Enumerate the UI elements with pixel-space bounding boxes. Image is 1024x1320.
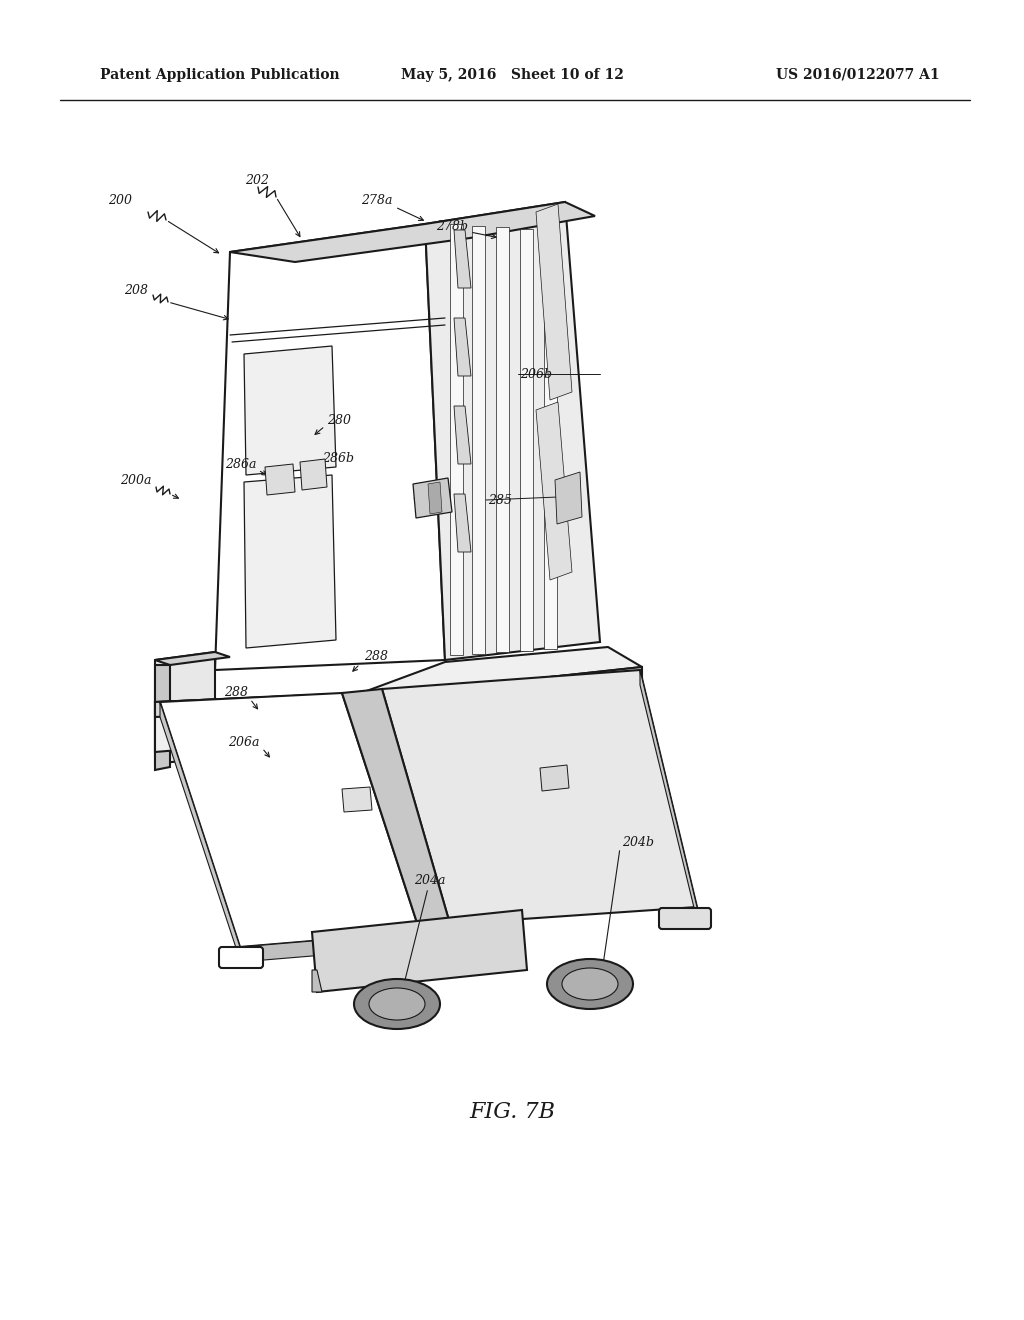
Ellipse shape [562, 968, 618, 1001]
Polygon shape [536, 205, 572, 400]
Text: 208: 208 [124, 284, 148, 297]
Text: 206b: 206b [520, 367, 552, 380]
Ellipse shape [547, 960, 633, 1008]
Polygon shape [382, 671, 697, 924]
Text: 286a: 286a [225, 458, 257, 470]
FancyBboxPatch shape [659, 908, 711, 929]
Text: Patent Application Publication: Patent Application Publication [100, 69, 340, 82]
Polygon shape [496, 227, 509, 652]
Polygon shape [520, 228, 534, 651]
Polygon shape [160, 702, 240, 960]
Polygon shape [155, 647, 642, 752]
Text: 206a: 206a [228, 735, 260, 748]
Polygon shape [155, 652, 215, 764]
Polygon shape [244, 475, 336, 648]
Polygon shape [312, 970, 322, 993]
Polygon shape [454, 407, 471, 465]
Polygon shape [342, 689, 450, 932]
Polygon shape [544, 230, 557, 649]
Text: 284: 284 [415, 483, 439, 496]
Polygon shape [428, 482, 442, 513]
Text: 285: 285 [488, 494, 512, 507]
Polygon shape [240, 932, 420, 962]
Text: 288: 288 [364, 651, 388, 664]
Text: 278b: 278b [436, 220, 468, 234]
Polygon shape [454, 230, 471, 288]
Text: 280: 280 [327, 413, 351, 426]
Polygon shape [342, 787, 372, 812]
Polygon shape [454, 494, 471, 552]
Text: 286b: 286b [322, 451, 354, 465]
Text: US 2016/0122077 A1: US 2016/0122077 A1 [776, 69, 940, 82]
Polygon shape [425, 202, 600, 660]
Polygon shape [155, 652, 230, 665]
Polygon shape [540, 766, 569, 791]
Polygon shape [230, 202, 595, 261]
Text: 202: 202 [245, 173, 269, 186]
Polygon shape [555, 473, 582, 524]
Polygon shape [155, 665, 170, 770]
Polygon shape [312, 909, 527, 993]
Text: 204b: 204b [622, 836, 654, 849]
Polygon shape [640, 671, 697, 920]
Polygon shape [472, 226, 485, 653]
Polygon shape [155, 667, 642, 717]
FancyBboxPatch shape [219, 946, 263, 968]
Text: 288: 288 [224, 686, 248, 700]
Polygon shape [454, 318, 471, 376]
Text: May 5, 2016   Sheet 10 of 12: May 5, 2016 Sheet 10 of 12 [400, 69, 624, 82]
Text: 204a: 204a [415, 874, 445, 887]
Ellipse shape [369, 987, 425, 1020]
Polygon shape [215, 224, 445, 671]
Text: 200: 200 [108, 194, 132, 206]
Polygon shape [536, 403, 572, 579]
Text: FIG. 7B: FIG. 7B [469, 1101, 555, 1123]
Polygon shape [450, 224, 463, 655]
Polygon shape [265, 465, 295, 495]
Text: 200a: 200a [121, 474, 152, 487]
Text: 278a: 278a [361, 194, 393, 206]
Polygon shape [244, 346, 336, 475]
Polygon shape [300, 459, 327, 490]
Polygon shape [413, 478, 452, 517]
Ellipse shape [354, 979, 440, 1030]
Polygon shape [160, 693, 420, 946]
